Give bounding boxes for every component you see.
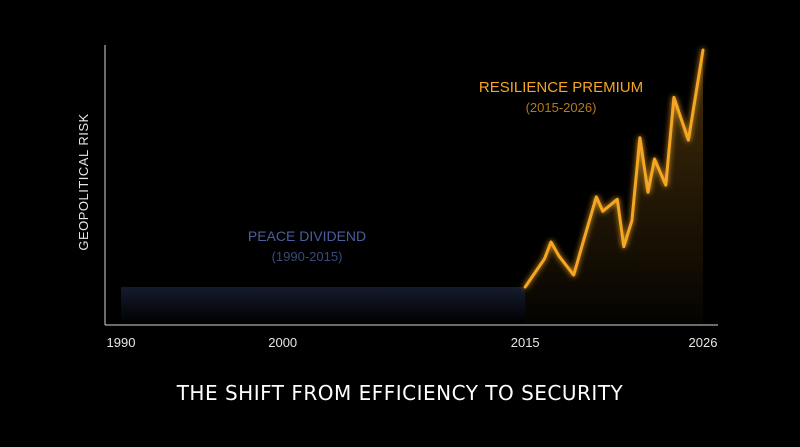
x-tick-label: 2015 — [511, 335, 540, 350]
peace-dividend-label: PEACE DIVIDEND — [248, 228, 366, 244]
series-area-resilience-premium — [525, 50, 703, 324]
series-line-resilience-premium — [523, 48, 705, 289]
x-tick-label: 2000 — [268, 335, 297, 350]
y-axis-label: GEOPOLITICAL RISK — [76, 113, 91, 250]
series-area-peace-dividend — [121, 287, 526, 324]
resilience-premium-period: (2015-2026) — [526, 100, 597, 115]
chart-title: THE SHIFT FROM EFFICIENCY TO SECURITY — [176, 381, 624, 405]
x-tick-label: 2026 — [689, 335, 718, 350]
x-tick-label: 1990 — [107, 335, 136, 350]
peace-dividend-period: (1990-2015) — [272, 249, 343, 264]
resilience-premium-label: RESILIENCE PREMIUM — [479, 79, 643, 96]
